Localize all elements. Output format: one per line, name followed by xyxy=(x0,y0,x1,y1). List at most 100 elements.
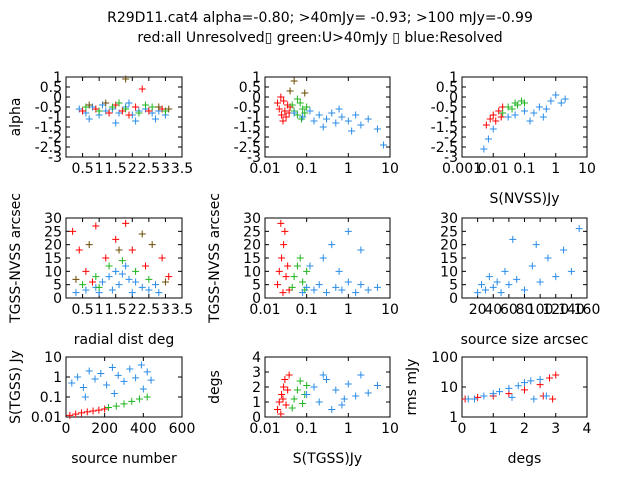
data-point-green xyxy=(143,393,151,401)
data-point-blue xyxy=(81,393,89,401)
data-point-red xyxy=(278,254,286,262)
data-point-green xyxy=(299,278,307,286)
data-point-red xyxy=(132,103,140,111)
data-point-blue xyxy=(319,254,327,262)
y-tick-label: -1.5 xyxy=(431,120,458,136)
x-tick-label: 3.5 xyxy=(171,161,193,177)
data-point-blue xyxy=(526,117,534,125)
data-point-red xyxy=(284,386,292,394)
x-tick-label: 200 xyxy=(91,421,118,437)
data-point-blue xyxy=(514,382,522,390)
y-tick-label: 30 xyxy=(440,211,458,227)
y-tick-label: 0 xyxy=(53,90,62,106)
x-tick-label: 0.1 xyxy=(296,161,318,177)
data-point-blue xyxy=(338,401,346,409)
data-point-blue xyxy=(474,289,482,297)
data-point-red xyxy=(89,278,97,286)
y-tick-label: -3 xyxy=(247,150,261,166)
data-point-blue xyxy=(536,278,544,286)
y-tick-label: 0 xyxy=(252,90,261,106)
data-point-blue xyxy=(567,267,575,275)
data-point-red xyxy=(75,246,83,254)
data-point-blue xyxy=(478,281,486,289)
x-tick-label: 1 xyxy=(95,302,104,318)
y-tick-label: -1 xyxy=(247,110,261,126)
data-point-blue xyxy=(521,286,528,294)
data-point-blue xyxy=(299,113,307,121)
data-point-red xyxy=(279,395,287,403)
data-point-red xyxy=(138,85,146,93)
data-point-dark xyxy=(148,241,156,249)
figure-title-line1: R29D11.cat4 alpha=-0.80; >40mJy= -0.93; … xyxy=(107,10,533,26)
y-tick-label: -3 xyxy=(48,150,62,166)
data-point-blue xyxy=(352,289,360,297)
x-tick-label: 40 xyxy=(484,302,502,318)
data-point-blue xyxy=(542,392,550,400)
x-tick-label: 4 xyxy=(583,421,592,437)
y-tick-label: 0 xyxy=(252,410,261,426)
data-point-red xyxy=(285,371,293,379)
data-point-red xyxy=(128,246,136,254)
data-point-blue xyxy=(155,289,163,297)
data-point-blue xyxy=(364,389,372,397)
data-point-blue xyxy=(108,286,116,294)
y-tick-label: 15 xyxy=(44,251,62,267)
y-tick-label: 3 xyxy=(252,365,261,381)
data-point-red xyxy=(274,99,282,107)
x-tick-label: 3 xyxy=(551,421,560,437)
data-point-green xyxy=(499,109,507,117)
data-point-blue xyxy=(521,107,528,115)
data-point-red xyxy=(82,267,90,275)
data-point-blue xyxy=(138,283,146,291)
data-point-red xyxy=(274,281,282,289)
panel-p1: 0.5 1 1.5 2 2.5 3 3.510.50-0.5-1-1.5-2-2.5-3al… xyxy=(8,70,193,177)
data-point-blue xyxy=(105,273,113,281)
data-point-green xyxy=(132,267,140,275)
y-tick-label: 0 xyxy=(449,90,458,106)
data-point-blue xyxy=(332,283,340,291)
data-point-blue xyxy=(85,367,93,375)
data-point-blue xyxy=(509,235,517,243)
data-point-green xyxy=(303,103,311,111)
data-point-blue xyxy=(112,119,120,127)
y-tick-label: -0.5 xyxy=(234,100,261,116)
x-axis-label: degs xyxy=(508,451,542,467)
data-point-green xyxy=(290,273,298,281)
data-point-red xyxy=(92,222,100,230)
data-point-red xyxy=(280,383,288,391)
data-point-green xyxy=(303,382,311,389)
data-point-green xyxy=(135,395,143,403)
data-point-blue xyxy=(480,145,488,153)
data-point-blue xyxy=(340,395,348,403)
data-point-blue xyxy=(560,246,568,254)
x-tick-label: 20 xyxy=(469,302,487,318)
data-point-red xyxy=(282,273,290,281)
y-tick-label: 5 xyxy=(252,278,261,294)
data-point-green xyxy=(293,262,301,270)
x-tick-label: 1 xyxy=(344,161,353,177)
data-point-dark xyxy=(286,87,294,95)
data-point-green xyxy=(293,95,301,103)
data-point-blue xyxy=(299,289,307,297)
data-point-green xyxy=(112,402,120,410)
data-point-red xyxy=(282,113,290,121)
data-point-green xyxy=(145,275,153,283)
x-tick-label: 0.01 xyxy=(249,421,280,437)
data-point-blue xyxy=(151,281,159,289)
x-tick-label: 3 xyxy=(161,161,170,177)
y-tick-label: 10 xyxy=(440,380,458,396)
data-point-blue xyxy=(335,267,343,275)
data-point-blue xyxy=(335,105,343,113)
data-point-blue xyxy=(126,365,134,373)
data-point-green xyxy=(301,109,309,117)
data-point-blue xyxy=(539,113,547,121)
data-point-red xyxy=(95,406,103,414)
data-point-red xyxy=(79,107,87,115)
y-tick-label: 25 xyxy=(440,224,458,240)
data-point-dark xyxy=(161,278,169,286)
data-point-blue xyxy=(557,99,565,107)
x-tick-label: 2 xyxy=(128,302,137,318)
data-point-blue xyxy=(328,241,336,249)
